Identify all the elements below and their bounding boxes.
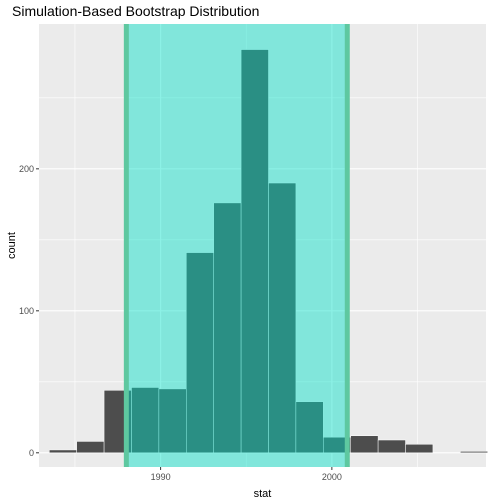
histogram-bar (131, 387, 160, 454)
x-tick-label: 1990 (151, 472, 171, 482)
x-tick-label: 2000 (322, 472, 342, 482)
histogram-bar (213, 202, 242, 454)
confidence-interval-shading (123, 24, 350, 467)
histogram-bar (377, 439, 406, 454)
histogram-bar (460, 451, 488, 454)
ci-shaded-region (126, 24, 348, 467)
x-axis-title: stat (254, 488, 272, 500)
histogram-bar (268, 182, 297, 454)
histogram-bar (405, 444, 434, 454)
chart-title: Simulation-Based Bootstrap Distribution (12, 3, 260, 19)
histogram-bar (76, 441, 105, 454)
histogram-bar (49, 449, 77, 454)
histogram-bar (295, 401, 324, 454)
y-axis-title: count (6, 232, 18, 259)
y-tick-label: 200 (19, 164, 34, 174)
histogram-bar (186, 252, 214, 454)
histogram-bar (350, 435, 379, 454)
y-tick-label: 0 (29, 448, 34, 458)
histogram-bar (240, 49, 269, 454)
axes: 1990 2000 0 100 200 (19, 164, 342, 482)
y-tick-label: 100 (19, 306, 34, 316)
histogram-bar (158, 388, 187, 454)
histogram-bars (49, 49, 488, 454)
